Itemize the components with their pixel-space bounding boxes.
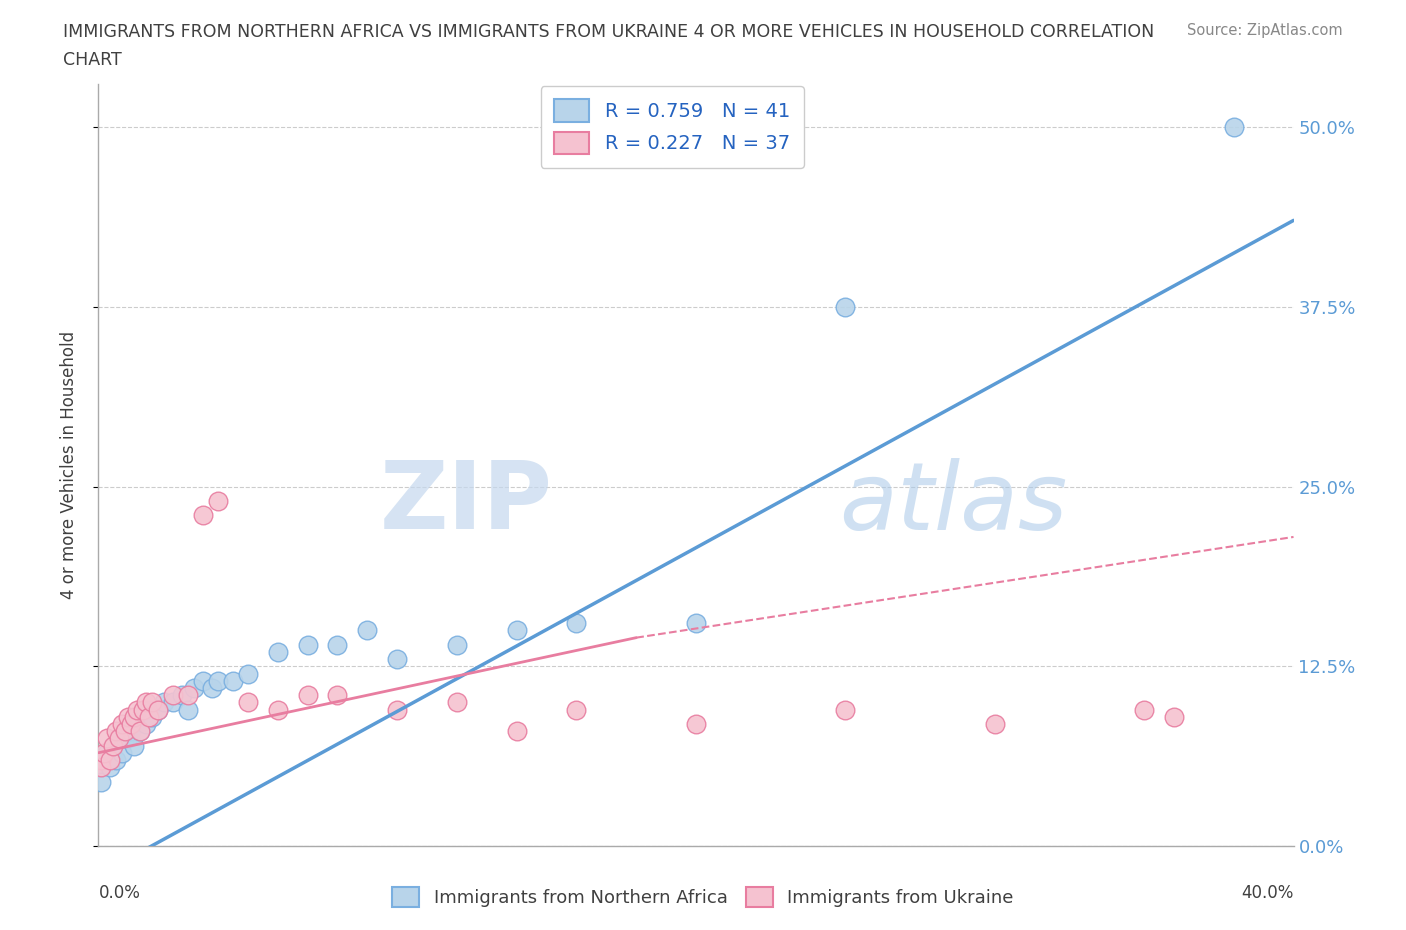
Point [98,752,122,767]
Point [267,644,290,659]
Point [120,724,142,738]
Text: IMMIGRANTS FROM NORTHERN AFRICA VS IMMIGRANTS FROM UKRAINE 4 OR MORE VEHICLES IN: IMMIGRANTS FROM NORTHERN AFRICA VS IMMIG… [63,23,1154,41]
Point [129,724,152,738]
Point [1223,119,1246,134]
Point [834,299,856,314]
Point [108,731,131,746]
Point [108,731,131,746]
Point [114,731,136,746]
Text: ZIP: ZIP [380,458,553,549]
Point [120,716,142,731]
Point [90,760,112,775]
Point [148,702,170,717]
Y-axis label: 4 or more Vehicles in Household: 4 or more Vehicles in Household [59,331,77,599]
Point [90,774,112,789]
Point [385,702,409,717]
Text: 0.0%: 0.0% [98,884,141,902]
Point [207,673,229,688]
Point [132,702,155,717]
Point [236,695,259,710]
Point [191,508,214,523]
Text: 40.0%: 40.0% [1241,884,1294,902]
Point [207,494,229,509]
Point [191,673,214,688]
Point [135,716,157,731]
Point [685,716,707,731]
Point [222,673,245,688]
Point [565,616,588,631]
Point [117,731,139,746]
Point [565,702,588,717]
Point [506,623,529,638]
Point [183,681,205,696]
Point [96,745,118,760]
Text: Source: ZipAtlas.com: Source: ZipAtlas.com [1187,23,1343,38]
Point [267,702,290,717]
Point [506,724,529,738]
Point [1133,702,1156,717]
Point [141,695,163,710]
Text: CHART: CHART [63,51,122,69]
Point [177,702,200,717]
Point [201,681,224,696]
Point [127,716,149,731]
Point [446,637,468,652]
Point [1163,710,1185,724]
Point [162,695,184,710]
Point [98,760,122,775]
Point [685,616,707,631]
Point [90,760,112,775]
Point [93,752,115,767]
Point [138,710,160,724]
Point [103,738,125,753]
Point [446,695,468,710]
Point [326,637,349,652]
Point [326,688,349,703]
Point [127,702,149,717]
Point [297,637,319,652]
Point [105,724,128,738]
Point [984,716,1007,731]
Legend: R = 0.759   N = 41, R = 0.227   N = 37: R = 0.759 N = 41, R = 0.227 N = 37 [540,86,804,167]
Point [103,738,125,753]
Point [114,724,136,738]
Point [138,702,160,717]
Point [135,695,157,710]
Point [385,652,409,667]
Point [356,623,378,638]
Text: atlas: atlas [839,458,1067,549]
Point [129,724,152,738]
Point [96,731,118,746]
Point [111,716,134,731]
Legend: Immigrants from Northern Africa, Immigrants from Ukraine: Immigrants from Northern Africa, Immigra… [384,878,1022,916]
Point [834,702,856,717]
Point [153,695,176,710]
Point [90,752,112,767]
Point [124,738,146,753]
Point [105,752,128,767]
Point [117,710,139,724]
Point [111,745,134,760]
Point [297,688,319,703]
Point [93,745,115,760]
Point [162,688,184,703]
Point [132,710,155,724]
Point [236,666,259,681]
Point [172,688,194,703]
Point [124,710,146,724]
Point [177,688,200,703]
Point [141,710,163,724]
Point [148,702,170,717]
